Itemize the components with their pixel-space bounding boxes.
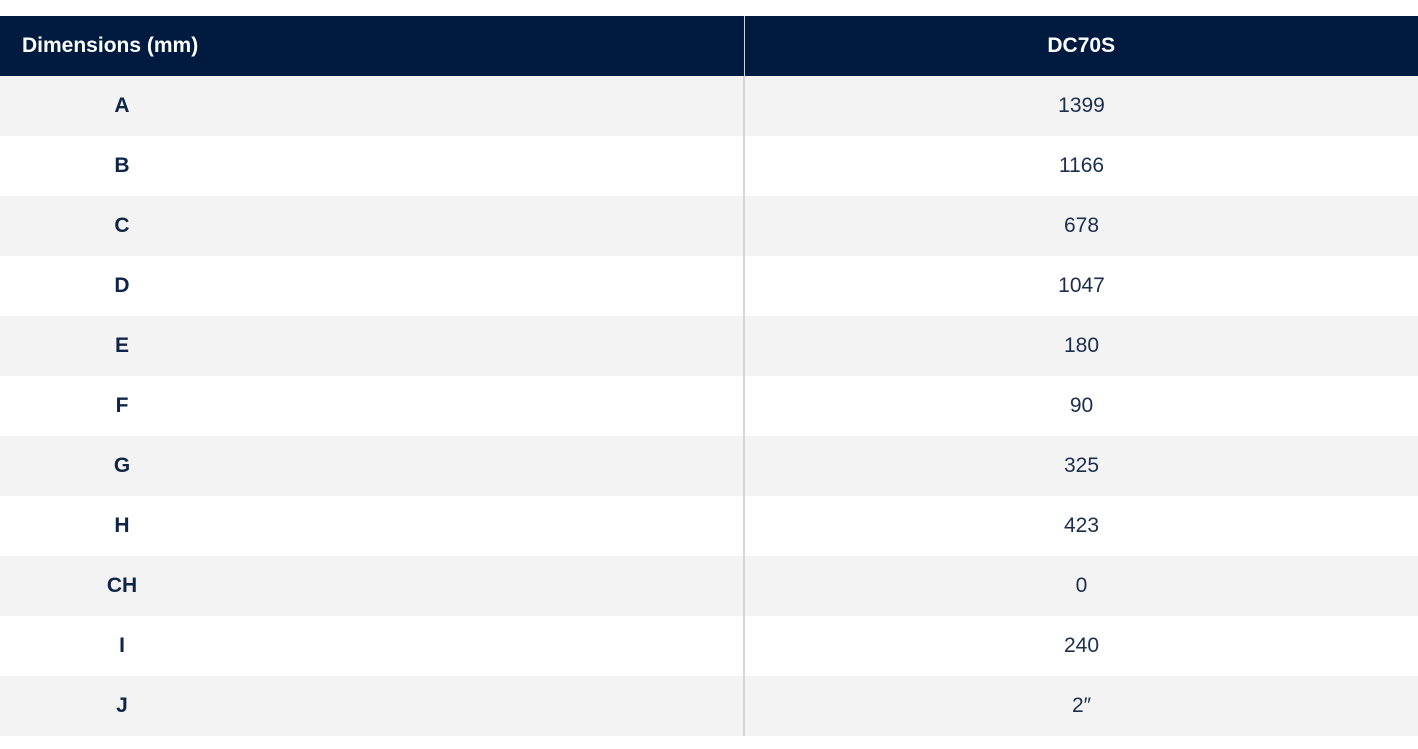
dimension-value: 1399 — [1058, 94, 1105, 117]
dimension-label: E — [114, 334, 129, 357]
dimension-label: D — [114, 274, 130, 297]
dimension-label: I — [119, 634, 125, 657]
dimension-value: 1047 — [1058, 274, 1105, 297]
dimension-value: 1166 — [1058, 154, 1105, 177]
table-row: J 2″ — [0, 676, 1418, 736]
dimensions-table-container: Dimensions (mm) DC70S A 1399 B 1166 C 67… — [0, 16, 1418, 736]
dimension-value: 423 — [1063, 514, 1100, 537]
dimension-label-cell: I — [0, 616, 745, 676]
dimension-label-cell: J — [0, 676, 745, 736]
dimension-label-cell: D — [0, 256, 745, 316]
dimension-label-cell: H — [0, 496, 745, 556]
dimension-label: CH — [106, 574, 138, 597]
dimension-value: 240 — [1063, 634, 1100, 657]
table-row: G 325 — [0, 436, 1418, 496]
header-dimensions: Dimensions (mm) — [0, 16, 745, 76]
dimension-value: 2″ — [1071, 694, 1092, 717]
dimension-label-cell: E — [0, 316, 745, 376]
table-row: D 1047 — [0, 256, 1418, 316]
table-row: CH 0 — [0, 556, 1418, 616]
dimension-label-cell: CH — [0, 556, 745, 616]
dimension-label: G — [113, 454, 131, 477]
dimension-value: 0 — [1075, 574, 1088, 597]
dimension-label-cell: A — [0, 76, 745, 136]
table-header-row: Dimensions (mm) DC70S — [0, 16, 1418, 76]
table-row: H 423 — [0, 496, 1418, 556]
header-model: DC70S — [1047, 34, 1116, 57]
dimension-label-cell: F — [0, 376, 745, 436]
dimension-label: J — [116, 694, 128, 717]
dimension-value: 90 — [1069, 394, 1094, 417]
table-row: C 678 — [0, 196, 1418, 256]
dimension-label: C — [114, 214, 130, 237]
dimension-value: 678 — [1063, 214, 1100, 237]
dimension-label-cell: G — [0, 436, 745, 496]
dimension-value: 180 — [1063, 334, 1100, 357]
dimension-label-cell: B — [0, 136, 745, 196]
dimensions-table: Dimensions (mm) DC70S A 1399 B 1166 C 67… — [0, 16, 1418, 736]
dimension-label: B — [114, 154, 130, 177]
table-row: F 90 — [0, 376, 1418, 436]
dimension-label: A — [114, 94, 130, 117]
dimension-value: 325 — [1063, 454, 1100, 477]
dimension-label: F — [115, 394, 129, 417]
table-row: B 1166 — [0, 136, 1418, 196]
table-row: I 240 — [0, 616, 1418, 676]
dimension-label-cell: C — [0, 196, 745, 256]
table-row: A 1399 — [0, 76, 1418, 136]
table-row: E 180 — [0, 316, 1418, 376]
dimension-label: H — [114, 514, 130, 537]
